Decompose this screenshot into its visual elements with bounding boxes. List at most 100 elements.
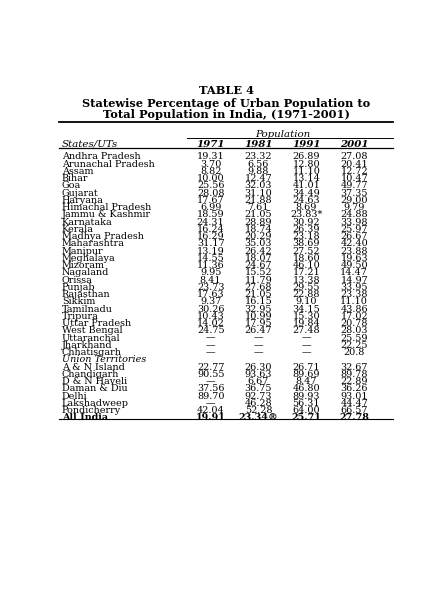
Text: Population: Population [255, 130, 310, 139]
Text: 15.52: 15.52 [245, 268, 272, 277]
Text: 64.00: 64.00 [292, 406, 320, 415]
Text: 23.73: 23.73 [197, 283, 224, 292]
Text: 89.78: 89.78 [340, 370, 368, 379]
Text: Goa: Goa [62, 181, 81, 191]
Text: Assam: Assam [62, 167, 93, 176]
Text: 66.57: 66.57 [340, 406, 368, 415]
Text: Pondicherry: Pondicherry [62, 406, 121, 415]
Text: 9.95: 9.95 [200, 268, 221, 277]
Text: 49.77: 49.77 [340, 181, 368, 191]
Text: 28.03: 28.03 [340, 327, 368, 335]
Text: 6.67: 6.67 [248, 377, 269, 386]
Text: Mizoram: Mizoram [62, 261, 105, 270]
Text: 11.36: 11.36 [197, 261, 224, 270]
Text: 12.47: 12.47 [245, 174, 273, 183]
Text: Bihar: Bihar [62, 174, 89, 183]
Text: 26.42: 26.42 [245, 247, 272, 256]
Text: 14.97: 14.97 [340, 276, 368, 285]
Text: 1971: 1971 [196, 140, 225, 149]
Text: 14.02: 14.02 [197, 319, 224, 328]
Text: 23.38: 23.38 [340, 290, 368, 299]
Text: Jammu & Kashmir: Jammu & Kashmir [62, 210, 151, 220]
Text: 3.70: 3.70 [200, 160, 221, 169]
Text: —: — [206, 399, 216, 408]
Text: West Bengal: West Bengal [62, 327, 123, 335]
Text: 89.93: 89.93 [292, 392, 320, 400]
Text: All India: All India [62, 413, 108, 423]
Text: 9.88: 9.88 [248, 167, 269, 176]
Text: 22.88: 22.88 [292, 290, 320, 299]
Text: Uttar Pradesh: Uttar Pradesh [62, 319, 131, 328]
Text: 19.84: 19.84 [292, 319, 320, 328]
Text: 36.26: 36.26 [340, 384, 368, 393]
Text: 17.02: 17.02 [340, 312, 368, 321]
Text: 24.88: 24.88 [340, 210, 368, 220]
Text: —: — [254, 333, 263, 343]
Text: Manipur: Manipur [62, 247, 104, 256]
Text: 49.50: 49.50 [340, 261, 368, 270]
Text: 16.29: 16.29 [197, 232, 224, 241]
Text: Tamilnadu: Tamilnadu [62, 304, 113, 314]
Text: Lakshadweep: Lakshadweep [62, 399, 129, 408]
Text: Total Population in India, (1971-2001): Total Population in India, (1971-2001) [102, 109, 350, 121]
Text: 31.10: 31.10 [245, 189, 273, 197]
Text: 25.59: 25.59 [340, 333, 368, 343]
Text: 26.47: 26.47 [245, 327, 272, 335]
Text: 46.80: 46.80 [292, 384, 320, 393]
Text: 23.88: 23.88 [340, 247, 368, 256]
Text: 23.83*: 23.83* [290, 210, 322, 220]
Text: 30.26: 30.26 [197, 304, 224, 314]
Text: 11.10: 11.10 [292, 167, 320, 176]
Text: 37.56: 37.56 [197, 384, 224, 393]
Text: 56.31: 56.31 [292, 399, 320, 408]
Text: Arunachal Pradesh: Arunachal Pradesh [62, 160, 155, 169]
Text: Chandigarh: Chandigarh [62, 370, 120, 379]
Text: Jharkhand: Jharkhand [62, 341, 112, 350]
Text: 90.55: 90.55 [197, 370, 224, 379]
Text: Orissa: Orissa [62, 276, 93, 285]
Text: 34.15: 34.15 [292, 304, 320, 314]
Text: 26.89: 26.89 [292, 153, 320, 161]
Text: 11.10: 11.10 [340, 297, 368, 306]
Text: 18.74: 18.74 [245, 225, 273, 234]
Text: 38.69: 38.69 [292, 239, 320, 248]
Text: Haryana: Haryana [62, 196, 104, 205]
Text: 1981: 1981 [244, 140, 273, 149]
Text: 24.75: 24.75 [197, 327, 224, 335]
Text: Chhatisgarh: Chhatisgarh [62, 348, 122, 357]
Text: 25.56: 25.56 [197, 181, 224, 191]
Text: 25.71: 25.71 [292, 413, 321, 423]
Text: 16.24: 16.24 [197, 225, 224, 234]
Text: States/UTs: States/UTs [62, 140, 118, 149]
Text: 21.05: 21.05 [245, 210, 272, 220]
Text: 19.63: 19.63 [340, 254, 368, 263]
Text: 24.63: 24.63 [292, 196, 320, 205]
Text: 10.47: 10.47 [340, 174, 368, 183]
Text: Sikkim: Sikkim [62, 297, 95, 306]
Text: 32.95: 32.95 [245, 304, 272, 314]
Text: 23.18: 23.18 [292, 232, 320, 241]
Text: 11.79: 11.79 [245, 276, 273, 285]
Text: 7.61: 7.61 [248, 203, 269, 212]
Text: 34.49: 34.49 [292, 189, 320, 197]
Text: 15.30: 15.30 [292, 312, 320, 321]
Text: 35.03: 35.03 [245, 239, 272, 248]
Text: 13.38: 13.38 [292, 276, 320, 285]
Text: 8.69: 8.69 [295, 203, 317, 212]
Text: 32.03: 32.03 [245, 181, 272, 191]
Text: Tripura: Tripura [62, 312, 99, 321]
Text: 10.43: 10.43 [197, 312, 224, 321]
Text: 6.99: 6.99 [200, 203, 221, 212]
Text: 46.28: 46.28 [245, 399, 272, 408]
Text: 17.95: 17.95 [245, 319, 272, 328]
Text: 27.68: 27.68 [245, 283, 272, 292]
Text: —: — [302, 341, 311, 350]
Text: —: — [206, 341, 216, 350]
Text: 22.89: 22.89 [340, 377, 368, 386]
Text: 46.10: 46.10 [292, 261, 320, 270]
Text: Uttaranchal: Uttaranchal [62, 333, 120, 343]
Text: 9.37: 9.37 [200, 297, 221, 306]
Text: 2001: 2001 [340, 140, 368, 149]
Text: Nagaland: Nagaland [62, 268, 109, 277]
Text: 27.52: 27.52 [292, 247, 320, 256]
